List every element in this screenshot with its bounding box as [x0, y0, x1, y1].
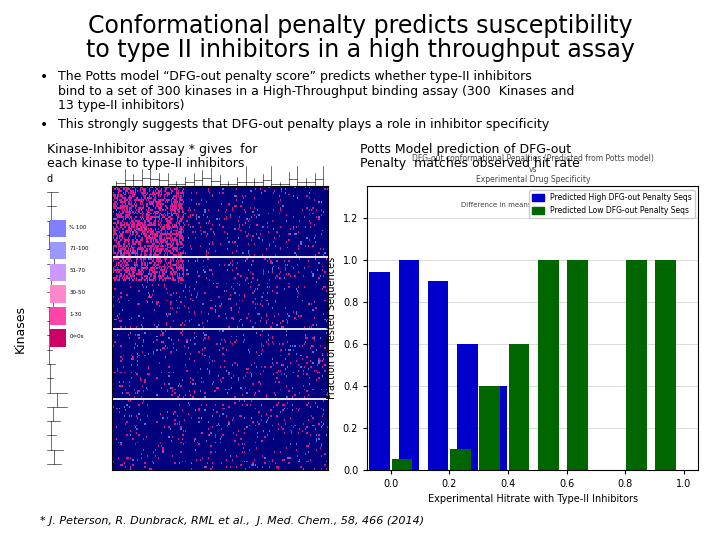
Text: Compounds: Compounds: [0, 539, 1, 540]
Bar: [428, 281, 449, 470]
Bar: [487, 386, 507, 470]
Text: Kinase-Inhibitor assay * gives  for: Kinase-Inhibitor assay * gives for: [47, 143, 257, 156]
Title: DFG-out conformational Penalties (Predicted from Potts model)
vs
Experimental Dr: DFG-out conformational Penalties (Predic…: [412, 154, 654, 184]
Bar: [399, 260, 419, 470]
Text: 1-30: 1-30: [69, 312, 82, 317]
Bar: [50, 285, 66, 303]
Bar: [369, 272, 390, 470]
Text: Potts Model prediction of DFG-out: Potts Model prediction of DFG-out: [360, 143, 571, 156]
Text: 71-100: 71-100: [69, 246, 89, 252]
Bar: [509, 344, 529, 470]
Bar: [480, 386, 500, 470]
Text: •: •: [40, 118, 48, 132]
Text: Penalty  matches observed hit rate: Penalty matches observed hit rate: [360, 157, 580, 170]
Text: 30-50: 30-50: [69, 290, 86, 295]
Text: Difference in means sigificant with p=10⁻¹⁰: Difference in means sigificant with p=10…: [461, 201, 613, 208]
Bar: [567, 260, 588, 470]
Text: The Potts model “DFG-out penalty score” predicts whether type-II inhibitors: The Potts model “DFG-out penalty score” …: [58, 70, 531, 83]
Bar: [457, 344, 477, 470]
Bar: [50, 220, 66, 237]
Bar: [50, 264, 66, 281]
Bar: [538, 260, 559, 470]
X-axis label: Experimental Hitrate with Type-II Inhibitors: Experimental Hitrate with Type-II Inhibi…: [428, 495, 638, 504]
Bar: [626, 260, 647, 470]
Text: 0=0s: 0=0s: [69, 334, 84, 339]
Text: to type II inhibitors in a high throughput assay: to type II inhibitors in a high throughp…: [86, 38, 634, 62]
Bar: [50, 242, 66, 259]
Text: •: •: [40, 70, 48, 84]
Text: d: d: [47, 173, 53, 184]
Bar: [655, 260, 676, 470]
Text: * J. Peterson, R. Dunbrack, RML et al.,  J. Med. Chem., 58, 466 (2014): * J. Peterson, R. Dunbrack, RML et al., …: [40, 516, 424, 526]
Y-axis label: Fraction of Tested Sequences: Fraction of Tested Sequences: [328, 257, 337, 399]
Legend: Predicted High DFG-out Penalty Seqs, Predicted Low DFG-out Penalty Seqs: Predicted High DFG-out Penalty Seqs, Pre…: [529, 190, 695, 218]
Bar: [392, 460, 412, 470]
Text: % 100: % 100: [69, 225, 87, 230]
Text: This strongly suggests that DFG-out penalty plays a role in inhibitor specificit: This strongly suggests that DFG-out pena…: [58, 118, 549, 131]
Text: bind to a set of 300 kinases in a High-Throughput binding assay (300  Kinases an: bind to a set of 300 kinases in a High-T…: [58, 85, 574, 98]
Text: each kinase to type-II inhibitors: each kinase to type-II inhibitors: [47, 157, 244, 170]
Bar: [450, 449, 471, 470]
Text: Conformational penalty predicts susceptibility: Conformational penalty predicts suscepti…: [88, 14, 632, 37]
Text: Kinases: Kinases: [14, 306, 27, 353]
Text: 13 type-II inhibitors): 13 type-II inhibitors): [58, 99, 184, 112]
Text: 51-70: 51-70: [69, 268, 86, 273]
Bar: [50, 307, 66, 325]
Bar: [50, 329, 66, 347]
